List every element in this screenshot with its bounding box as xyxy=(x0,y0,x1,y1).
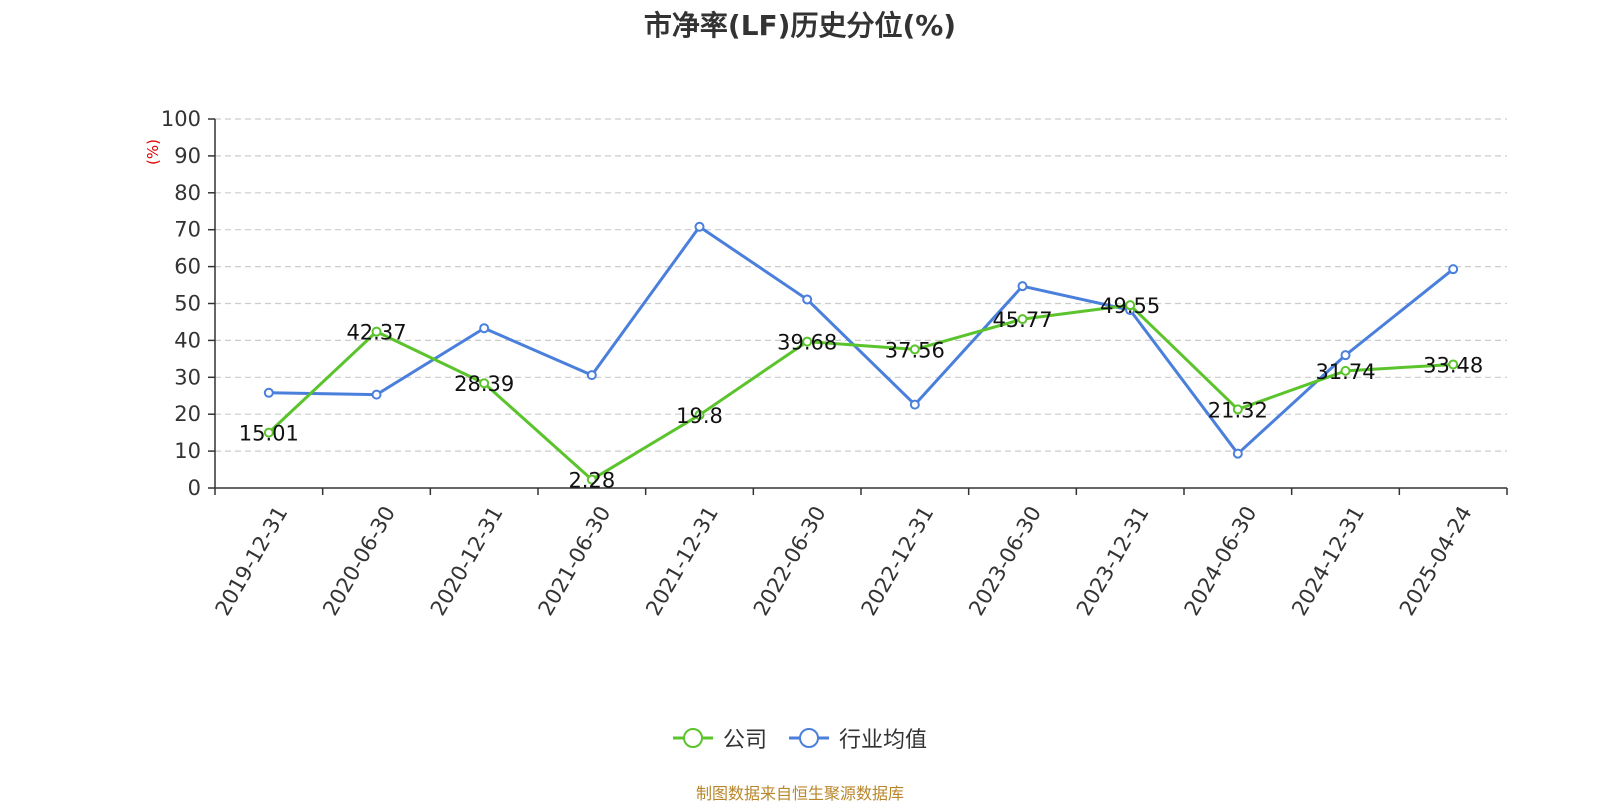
legend-industry-line-icon xyxy=(789,728,829,748)
data-point[interactable] xyxy=(1340,350,1351,361)
x-tick-label: 2020-12-31 xyxy=(426,502,508,620)
y-tick-label: 80 xyxy=(174,181,201,205)
x-tick-label: 2019-12-31 xyxy=(211,502,293,620)
data-point[interactable] xyxy=(909,399,920,410)
y-tick-label: 20 xyxy=(174,402,201,426)
data-label: 45.77 xyxy=(992,308,1052,332)
y-tick-label: 10 xyxy=(174,439,201,463)
data-point[interactable] xyxy=(694,221,705,232)
y-tick-label: 50 xyxy=(174,292,201,316)
x-tick-label: 2024-12-31 xyxy=(1287,502,1369,620)
data-label: 28.39 xyxy=(454,372,514,396)
chart-title: 市净率(LF)历史分位(%) xyxy=(643,9,957,42)
data-point[interactable] xyxy=(586,474,597,485)
series-line-0 xyxy=(267,303,1454,482)
data-point[interactable] xyxy=(1017,281,1028,292)
data-point[interactable] xyxy=(802,336,813,347)
data-point[interactable] xyxy=(1125,300,1136,311)
data-point[interactable] xyxy=(694,409,705,420)
y-tick-label: 30 xyxy=(174,365,201,389)
legend-item-company[interactable]: 公司 xyxy=(672,722,767,754)
legend-item-industry-average[interactable]: 行业均值 xyxy=(789,722,927,754)
data-label: 39.68 xyxy=(777,331,837,355)
data-point[interactable] xyxy=(586,370,597,381)
x-tick-label: 2024-06-30 xyxy=(1180,502,1262,620)
data-point[interactable] xyxy=(263,387,274,398)
data-point[interactable] xyxy=(263,427,274,438)
data-label: 15.01 xyxy=(239,422,299,446)
data-point[interactable] xyxy=(1232,448,1243,459)
data-point[interactable] xyxy=(802,294,813,305)
data-label: 42.37 xyxy=(346,321,406,345)
data-label: 33.48 xyxy=(1423,353,1483,377)
y-tick-label: 70 xyxy=(174,218,201,242)
data-point[interactable] xyxy=(1448,264,1459,275)
x-tick-label: 2021-12-31 xyxy=(641,502,723,620)
legend-label-industry-average: 行业均值 xyxy=(839,728,928,753)
y-tick-label: 100 xyxy=(161,107,201,131)
data-label: 19.8 xyxy=(676,404,723,428)
data-label: 31.74 xyxy=(1315,360,1375,384)
data-label: 21.32 xyxy=(1208,398,1268,422)
y-tick-label: 0 xyxy=(188,476,201,500)
axes: 0 10 20 30 40 50 60 70 80 90 100 2019-12-31 2020-06-… xyxy=(161,107,1508,620)
x-tick-label: 2022-12-31 xyxy=(857,502,939,620)
x-tick-label: 2023-12-31 xyxy=(1072,502,1154,620)
series-lines xyxy=(263,221,1459,485)
x-tick-label: 2021-06-30 xyxy=(534,502,616,620)
legend-label-company: 公司 xyxy=(722,728,767,753)
data-label: 2.28 xyxy=(568,469,615,493)
data-point[interactable] xyxy=(1448,359,1459,370)
data-point[interactable] xyxy=(1340,365,1351,376)
x-tick-label: 2022-06-30 xyxy=(749,502,831,620)
legend-company-line-icon xyxy=(672,728,713,748)
data-point[interactable] xyxy=(479,323,490,334)
source-note: 制图数据来自恒生聚源数据库 xyxy=(695,784,904,803)
x-tick-label: 2025-04-24 xyxy=(1395,502,1477,620)
data-point[interactable] xyxy=(371,326,382,337)
legend: 公司 行业均值 xyxy=(0,722,1600,754)
y-tick-label: 90 xyxy=(174,144,201,168)
data-label: 49.55 xyxy=(1100,294,1160,318)
data-point[interactable] xyxy=(909,344,920,355)
data-point[interactable] xyxy=(479,378,490,389)
series-line-1 xyxy=(268,225,1455,456)
data-label: 37.56 xyxy=(885,338,945,362)
x-tick-label: 2023-06-30 xyxy=(964,502,1046,620)
data-point[interactable] xyxy=(371,389,382,400)
y-axis-unit: (%) xyxy=(144,139,162,165)
y-tick-label: 60 xyxy=(174,255,201,279)
y-tick-label: 40 xyxy=(174,328,201,352)
data-labels: 15.01 42.37 28.39 2.28 19.8 39.68 37.56 45.77 49… xyxy=(239,294,1483,492)
grid-lines xyxy=(215,118,1507,452)
x-tick-label: 2020-06-30 xyxy=(318,502,400,620)
data-point[interactable] xyxy=(1232,404,1243,415)
data-point[interactable] xyxy=(1017,314,1028,325)
